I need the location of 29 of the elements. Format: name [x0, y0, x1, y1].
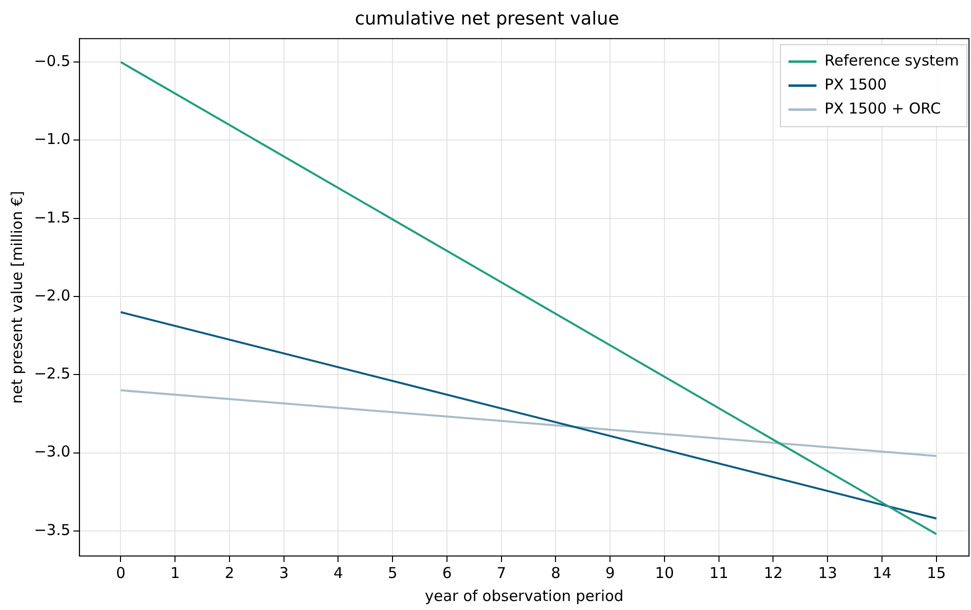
- x-tick-label: 6: [442, 564, 452, 582]
- x-tick-label: 14: [872, 564, 892, 582]
- x-tick-label: 5: [388, 564, 398, 582]
- y-tick-label: −2.5: [34, 364, 70, 383]
- x-tick-label: 7: [496, 564, 506, 582]
- y-tick-label: −3.0: [34, 442, 70, 461]
- legend-label: PX 1500: [824, 75, 887, 94]
- x-tick-label: 3: [279, 564, 289, 582]
- x-tick-label: 10: [654, 564, 674, 582]
- legend-label: Reference system: [824, 51, 959, 70]
- y-tick-label: −1.5: [34, 208, 70, 226]
- x-tick-label: 13: [818, 564, 838, 582]
- x-tick-label: 2: [224, 564, 234, 582]
- x-tick-label: 11: [709, 564, 728, 582]
- x-tick-label: 9: [605, 564, 615, 582]
- x-tick-label: 12: [764, 564, 783, 582]
- x-tick-label: 1: [170, 564, 180, 582]
- legend-label: PX 1500 + ORC: [824, 99, 941, 118]
- y-tick-label: −1.0: [34, 130, 70, 148]
- y-tick-label: −2.0: [34, 286, 70, 304]
- x-tick-label: 15: [926, 564, 946, 582]
- x-tick-label: 0: [116, 564, 126, 582]
- chart-title: cumulative net present value: [354, 8, 620, 30]
- x-axis-title: year of observation period: [424, 586, 624, 605]
- y-tick-label: −3.5: [34, 520, 70, 539]
- y-axis-title: net present value [million €]: [8, 190, 26, 404]
- x-tick-label: 4: [333, 564, 344, 582]
- y-tick-label: −0.5: [34, 52, 70, 70]
- x-tick-label: 8: [550, 564, 561, 582]
